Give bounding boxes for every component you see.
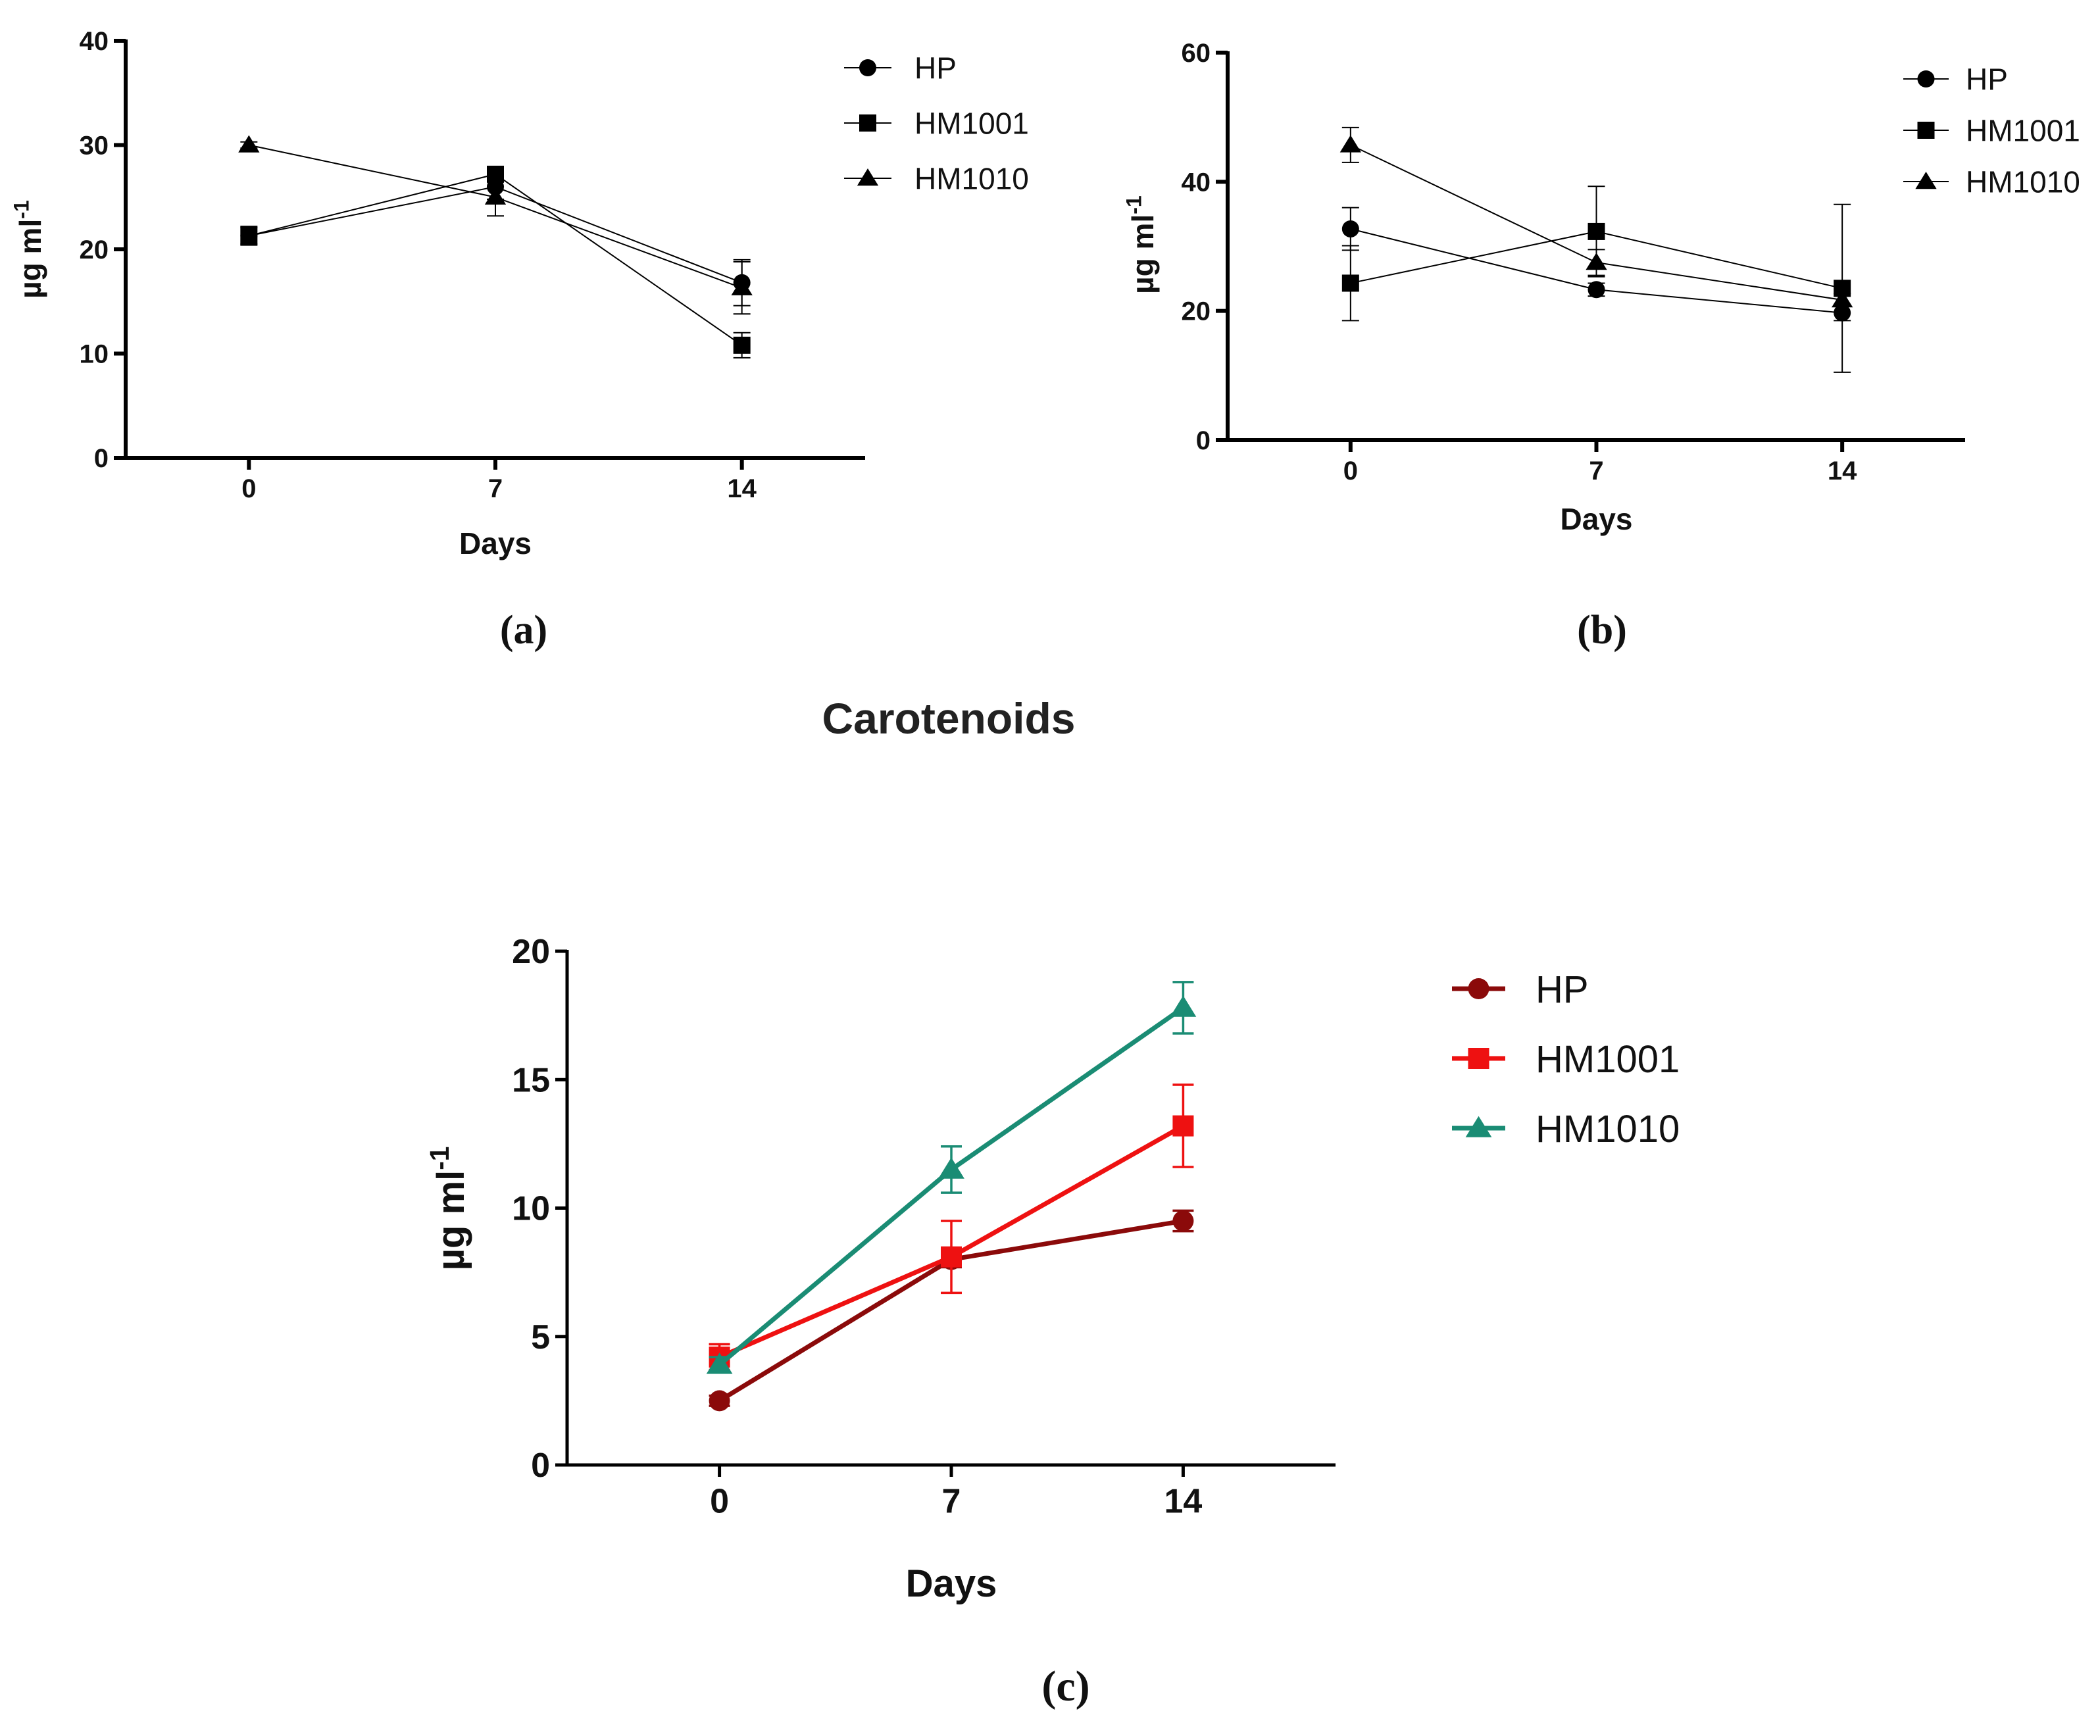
x-tick-label: 7	[1589, 457, 1603, 485]
legend-label: HP	[1966, 62, 2008, 97]
legend-marker	[1468, 978, 1489, 999]
legend: HP HM1001 HM1010	[1452, 968, 1680, 1151]
legend-item: HP	[1452, 968, 1589, 1011]
data-point	[240, 227, 258, 245]
x-tick-label: 7	[942, 1483, 961, 1521]
y-axis-label-superscript: -1	[1122, 195, 1146, 214]
legend-label: HM1001	[1536, 1038, 1680, 1081]
legend: HP HM1001 HM1010	[1903, 62, 2080, 199]
legend-item: HM1010	[1903, 165, 2080, 199]
data-point	[733, 336, 751, 354]
x-tick-label: 14	[1828, 457, 1857, 485]
x-tick-label: 0	[710, 1483, 729, 1521]
data-point	[1832, 290, 1853, 308]
x-axis-label: Days	[1561, 502, 1633, 536]
legend-marker	[1917, 70, 1935, 87]
legend-item: HM1001	[1452, 1038, 1680, 1081]
legend-label: HP	[914, 51, 957, 86]
data-point	[941, 1246, 962, 1268]
panel-label: (a)	[500, 608, 547, 653]
y-axis-label-superscript: -1	[10, 200, 34, 219]
x-tick-label: 14	[727, 474, 757, 503]
legend-marker	[1915, 172, 1937, 189]
legend-item: HM1001	[844, 107, 1029, 141]
y-tick-label: 20	[80, 236, 109, 264]
panel-label: (c)	[1041, 1662, 1089, 1710]
data-point	[484, 187, 507, 205]
data-point	[1172, 1210, 1194, 1232]
data-point	[706, 1352, 733, 1374]
series-hm1001	[240, 165, 751, 359]
x-axis-label: Days	[906, 1562, 997, 1605]
y-tick-label: 30	[80, 132, 109, 161]
series-hm1010	[1339, 126, 1853, 308]
legend-label: HM1001	[1966, 114, 2080, 148]
data-point	[1170, 995, 1197, 1017]
y-tick-label: 20	[512, 933, 550, 971]
legend-marker	[1917, 122, 1935, 139]
panel-label: (b)	[1577, 608, 1627, 653]
y-tick-label: 0	[94, 444, 109, 473]
legend-label: HM1001	[914, 107, 1029, 141]
y-tick-label: 0	[531, 1447, 550, 1485]
x-tick-label: 14	[1164, 1483, 1202, 1521]
legend-label: HM1010	[1966, 165, 2080, 199]
x-axis-label: Days	[459, 526, 532, 560]
y-tick-label: 10	[512, 1190, 550, 1228]
legend-item: HM1010	[844, 162, 1029, 196]
y-tick-label: 40	[1182, 168, 1211, 197]
legend-item: HM1010	[1452, 1108, 1680, 1151]
data-point	[1586, 253, 1607, 270]
chart-a: 0 10 20 30 40 0 7 14 Days µg ml-1 HP HM1001 HM1010 (a…	[10, 27, 1029, 653]
data-point	[938, 1157, 964, 1179]
legend-label: HM1010	[914, 162, 1029, 196]
y-tick-label: 20	[1182, 297, 1211, 326]
legend-label: HM1010	[1536, 1108, 1680, 1151]
y-tick-label: 15	[512, 1061, 550, 1099]
data-point	[238, 135, 260, 153]
chart-c: Carotenoids 0 5 10 15 20 0 7 14 Days µg ml-1 HP HM10…	[424, 694, 1680, 1710]
series-hm1010	[238, 135, 753, 315]
chart-title: Carotenoids	[822, 694, 1075, 743]
y-axis-label: µg ml-1	[424, 1147, 472, 1271]
legend-marker	[857, 168, 879, 186]
legend-marker	[859, 59, 876, 76]
data-point	[1588, 281, 1605, 299]
series-hp	[1341, 207, 1851, 322]
legend-item: HP	[844, 51, 957, 86]
y-tick-label: 60	[1182, 39, 1211, 68]
y-tick-label: 10	[80, 340, 109, 369]
y-tick-label: 5	[531, 1318, 550, 1356]
legend-marker	[859, 114, 876, 132]
data-point	[1172, 1115, 1194, 1137]
data-point	[731, 278, 753, 295]
legend-marker	[1468, 1048, 1489, 1069]
legend-item: HM1001	[1903, 114, 2080, 148]
legend: HP HM1001 HM1010	[844, 51, 1029, 196]
y-axis-label-superscript: -1	[424, 1147, 455, 1170]
legend-item: HP	[1903, 62, 2008, 97]
x-tick-label: 0	[241, 474, 256, 503]
legend-label: HP	[1536, 968, 1589, 1011]
y-axis-label: µg ml-1	[10, 200, 47, 299]
y-tick-label: 40	[80, 27, 109, 56]
data-point	[1588, 222, 1605, 240]
x-tick-label: 0	[1343, 457, 1358, 485]
series-hm1010	[706, 981, 1197, 1374]
data-point	[709, 1390, 730, 1412]
x-tick-label: 7	[488, 474, 503, 503]
y-tick-label: 0	[1196, 426, 1211, 455]
data-point	[1339, 135, 1361, 153]
legend-marker	[1465, 1116, 1492, 1137]
data-point	[1341, 274, 1359, 292]
data-point	[1341, 220, 1359, 237]
